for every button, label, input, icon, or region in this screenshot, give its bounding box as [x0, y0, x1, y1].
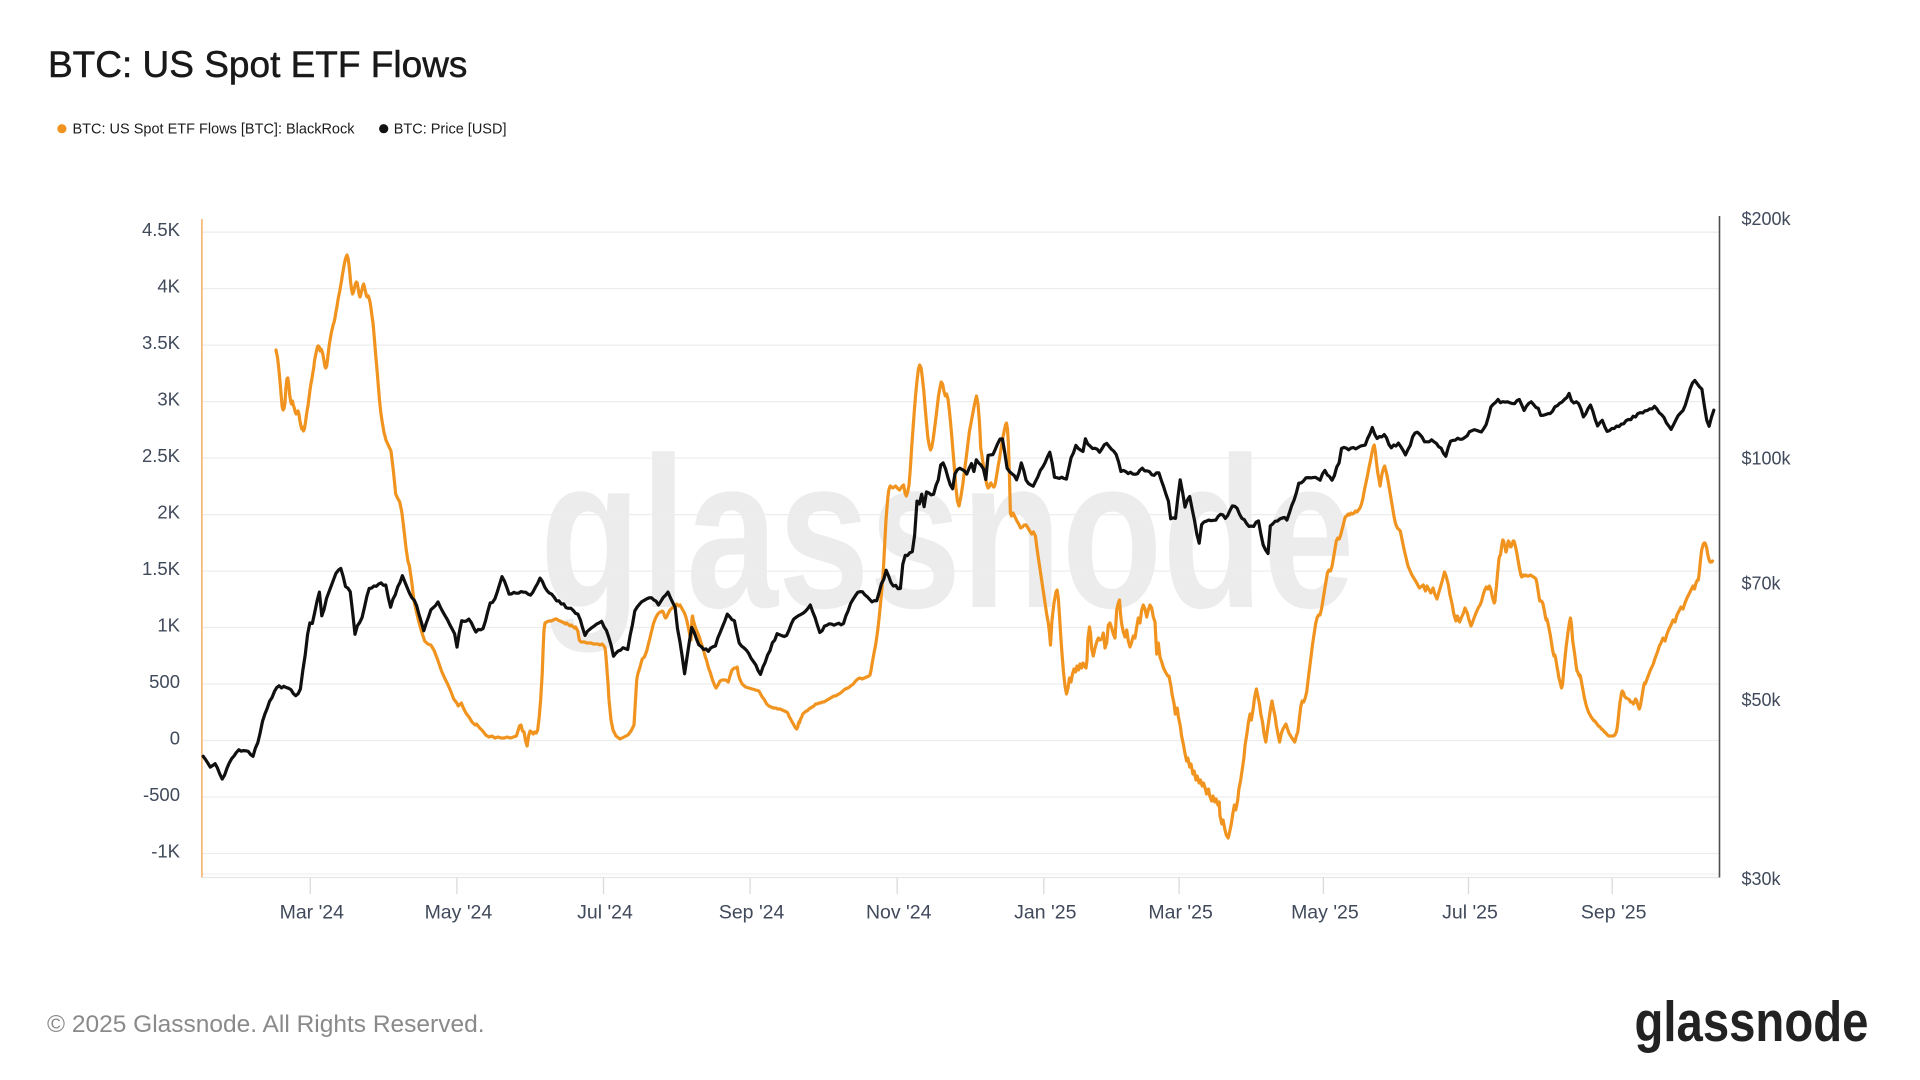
svg-text:3.5K: 3.5K [142, 332, 181, 353]
svg-text:$200k: $200k [1742, 209, 1792, 229]
svg-text:Mar '25: Mar '25 [1148, 902, 1213, 924]
svg-text:May '25: May '25 [1291, 902, 1359, 924]
svg-text:Sep '25: Sep '25 [1581, 902, 1647, 924]
svg-text:glassnode: glassnode [540, 413, 1355, 653]
svg-text:Jul '25: Jul '25 [1442, 902, 1498, 924]
svg-text:BTC: US Spot ETF Flows: BTC: US Spot ETF Flows [48, 44, 467, 85]
svg-text:1.5K: 1.5K [142, 558, 181, 579]
svg-text:Nov '24: Nov '24 [866, 902, 932, 924]
svg-text:$100k: $100k [1742, 449, 1792, 469]
svg-text:0: 0 [170, 728, 180, 749]
svg-text:May '24: May '24 [425, 902, 493, 924]
svg-text:$70k: $70k [1742, 574, 1782, 594]
svg-text:Sep '24: Sep '24 [719, 902, 785, 924]
svg-text:-1K: -1K [151, 841, 180, 862]
svg-text:500: 500 [149, 671, 180, 692]
svg-text:Mar '24: Mar '24 [280, 902, 345, 924]
svg-text:BTC: US Spot ETF Flows [BTC]:: BTC: US Spot ETF Flows [BTC]: BlackRock [73, 122, 356, 138]
svg-text:3K: 3K [157, 389, 180, 410]
svg-text:2K: 2K [157, 502, 180, 523]
svg-text:Jul '24: Jul '24 [577, 902, 633, 924]
svg-text:2.5K: 2.5K [142, 445, 181, 466]
svg-text:$50k: $50k [1742, 690, 1782, 710]
svg-text:Jan '25: Jan '25 [1014, 902, 1076, 924]
svg-text:4K: 4K [157, 276, 180, 297]
svg-text:© 2025 Glassnode. All Rights R: © 2025 Glassnode. All Rights Reserved. [47, 1011, 485, 1038]
svg-text:-500: -500 [143, 784, 180, 805]
svg-text:1K: 1K [157, 615, 180, 636]
svg-text:$30k: $30k [1742, 869, 1782, 889]
svg-text:4.5K: 4.5K [142, 219, 181, 240]
svg-text:BTC: Price [USD]: BTC: Price [USD] [394, 122, 507, 138]
svg-text:glassnode: glassnode [1635, 991, 1869, 1054]
